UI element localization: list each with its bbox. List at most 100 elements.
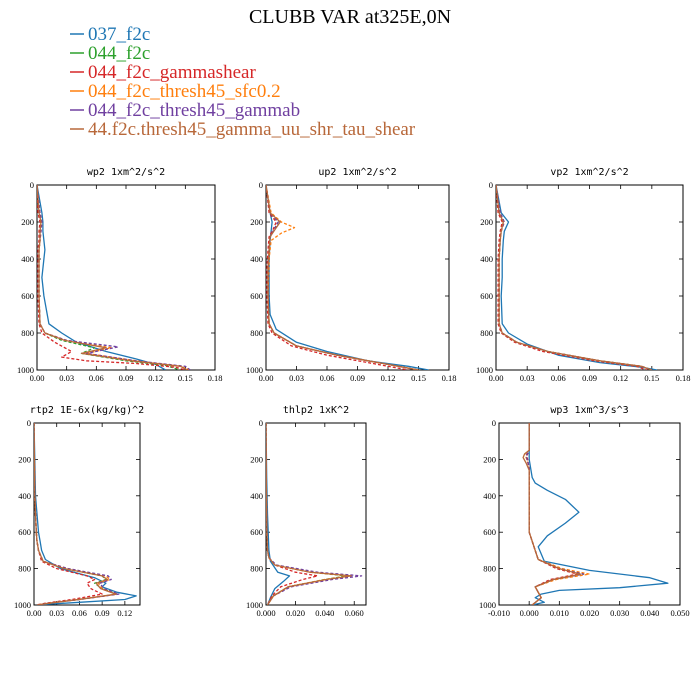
series-line [525, 423, 585, 605]
series-line [266, 423, 352, 605]
x-tick-label: 0.00 [30, 373, 45, 383]
legend-entry: 044_f2c_gammashear [88, 62, 256, 83]
y-tick-label: 800 [21, 328, 34, 338]
chart-panel: wp3 1xm^3/s^3 -0.010 0.000 0.010 0.020 0.030 0… [479, 405, 690, 618]
y-tick-label: 600 [18, 527, 31, 537]
y-tick-label: 600 [483, 527, 496, 537]
legend-entry: 037_f2c [88, 24, 150, 45]
series-line [528, 423, 669, 605]
x-tick-label: 0.06 [320, 373, 335, 383]
y-tick-label: 800 [483, 564, 496, 574]
x-tick-label: 0.03 [289, 373, 304, 383]
series-group [496, 185, 658, 370]
x-tick-label: 0.15 [411, 373, 426, 383]
y-tick-label: 800 [250, 328, 263, 338]
x-tick-label: 0.18 [676, 373, 691, 383]
x-tick-label: 0.06 [89, 373, 104, 383]
y-tick-label: 600 [21, 291, 34, 301]
panel-title: thlp2 1xK^2 [283, 405, 349, 416]
series-group [266, 185, 429, 370]
series-line [266, 423, 363, 605]
series-line [266, 185, 419, 370]
series-line [525, 423, 585, 605]
x-tick-label: 0.050 [670, 608, 689, 618]
y-tick-label: 1000 [246, 365, 263, 375]
panel-title: wp2 1xm^2/s^2 [87, 167, 165, 178]
x-tick-label: 0.12 [117, 608, 132, 618]
panel-title: wp3 1xm^3/s^3 [550, 405, 628, 416]
x-tick-label: 0.00 [489, 373, 504, 383]
series-group [34, 423, 137, 605]
y-tick-label: 1000 [476, 365, 493, 375]
series-line [37, 185, 188, 370]
legend-entry: 044_f2c_thresh45_gammab [88, 100, 300, 121]
series-line [496, 185, 653, 370]
x-tick-label: 0.03 [59, 373, 74, 383]
legend: 037_f2c044_f2c044_f2c_gammashear044_f2c_… [70, 24, 416, 140]
x-tick-label: 0.030 [610, 608, 629, 618]
chart-panel: thlp2 1xK^2 0.000 0.020 0.040 0.060 0 200 400 60… [246, 405, 367, 618]
y-tick-label: 0 [489, 180, 493, 190]
panel-title: rtp2 1E-6x(kg/kg)^2 [30, 405, 144, 416]
figure-title: CLUBB VAR at325E,0N [249, 6, 451, 28]
series-line [526, 423, 579, 605]
y-tick-label: 400 [250, 491, 263, 501]
legend-entry: 44.f2c.thresh45_gamma_uu_shr_tau_shear [88, 119, 416, 140]
legend-entry: 044_f2c_thresh45_sfc0.2 [88, 81, 281, 102]
x-tick-label: 0.00 [259, 373, 274, 383]
y-tick-label: 800 [250, 564, 263, 574]
series-line [34, 423, 137, 605]
y-tick-label: 800 [18, 564, 31, 574]
y-tick-label: 400 [480, 254, 493, 264]
chart-panel: wp2 1xm^2/s^2 0.00 0.03 0.06 0.09 0.12 0.15 0.1… [17, 167, 222, 383]
series-line [266, 185, 409, 370]
y-tick-label: 0 [259, 418, 263, 428]
x-tick-label: 0.12 [613, 373, 628, 383]
legend-entry: 044_f2c [88, 43, 150, 64]
panels: wp2 1xm^2/s^2 0.00 0.03 0.06 0.09 0.12 0.15 0.1… [14, 167, 690, 618]
y-tick-label: 1000 [14, 600, 31, 610]
x-tick-label: 0.03 [520, 373, 535, 383]
x-tick-label: 0.040 [315, 608, 334, 618]
series-group [266, 423, 363, 605]
x-tick-label: 0.15 [644, 373, 659, 383]
plot-frame [36, 184, 216, 371]
y-tick-label: 1000 [17, 365, 34, 375]
x-tick-label: 0.06 [551, 373, 566, 383]
y-tick-label: 0 [30, 180, 34, 190]
x-tick-label: 0.09 [95, 608, 110, 618]
series-group [37, 185, 191, 370]
y-tick-label: 0 [259, 180, 263, 190]
series-line [37, 185, 191, 370]
panel-title: up2 1xm^2/s^2 [318, 167, 396, 178]
series-line [37, 185, 166, 370]
y-tick-label: 200 [480, 217, 493, 227]
x-tick-label: 0.15 [178, 373, 193, 383]
series-line [37, 185, 181, 370]
y-tick-label: 600 [480, 291, 493, 301]
series-line [266, 423, 291, 605]
series-line [37, 185, 191, 370]
y-tick-label: 400 [21, 254, 34, 264]
x-tick-label: -0.010 [488, 608, 510, 618]
chart-panel: vp2 1xm^2/s^2 0.00 0.03 0.06 0.09 0.12 0.15 0.1… [476, 167, 690, 383]
y-tick-label: 1000 [246, 600, 263, 610]
series-line [34, 423, 103, 605]
y-tick-label: 200 [483, 454, 496, 464]
chart-panel: up2 1xm^2/s^2 0.00 0.03 0.06 0.09 0.12 0.15 0.1… [246, 167, 456, 383]
series-line [496, 185, 653, 370]
plot-frame [265, 184, 450, 371]
x-tick-label: 0.06 [72, 608, 87, 618]
y-tick-label: 200 [250, 454, 263, 464]
y-tick-label: 400 [250, 254, 263, 264]
y-tick-label: 400 [483, 491, 496, 501]
series-line [522, 423, 582, 605]
y-tick-label: 200 [18, 454, 31, 464]
plot-frame [498, 422, 681, 606]
y-tick-label: 800 [480, 328, 493, 338]
series-line [496, 185, 647, 370]
x-tick-label: 0.000 [520, 608, 539, 618]
y-tick-label: 600 [250, 291, 263, 301]
y-tick-label: 1000 [479, 600, 496, 610]
series-line [34, 423, 117, 605]
